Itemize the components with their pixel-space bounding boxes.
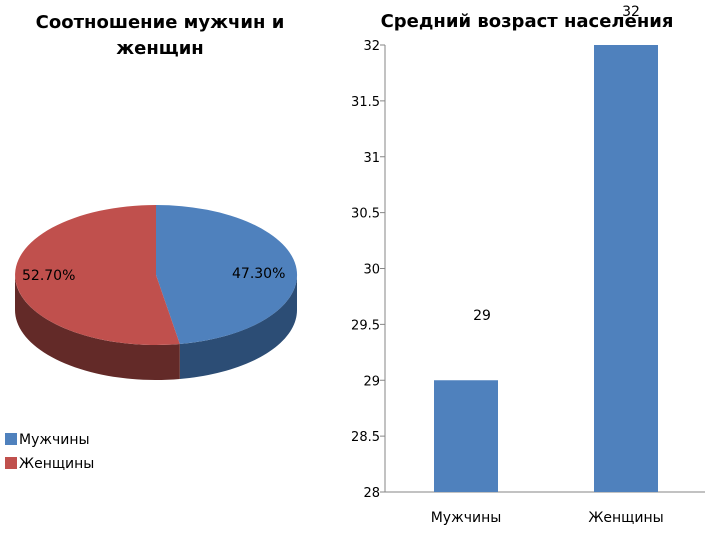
- bar-data-label-men: 29: [473, 308, 491, 324]
- pie-title-line-2: женщин: [116, 38, 204, 59]
- y-tick-label: 30.5: [351, 207, 380, 222]
- bar-chart: Средний возраст населения 28 28.5 29 29.5 30…: [351, 4, 705, 526]
- pie-slice-women: [15, 205, 180, 345]
- legend-swatch-women: [5, 457, 17, 469]
- y-tick-label: 28: [363, 486, 380, 501]
- y-tick-label: 28.5: [351, 430, 380, 445]
- pie-side-women: [15, 275, 180, 380]
- bar-title: Средний возраст населения: [381, 11, 674, 32]
- y-tick-label: 31: [363, 151, 380, 166]
- pie-label-men: 47.30%: [232, 266, 285, 282]
- x-label-men: Мужчины: [431, 510, 502, 526]
- pie-label-women: 52.70%: [22, 268, 75, 284]
- x-label-women: Женщины: [588, 510, 663, 526]
- y-tick-label: 31.5: [351, 95, 380, 110]
- legend-label-women: Женщины: [19, 456, 94, 472]
- y-tick-label: 29.5: [351, 318, 380, 333]
- pie-side-men: [179, 275, 297, 379]
- legend-swatch-men: [5, 433, 17, 445]
- pie-title-line-1: Соотношение мужчин и: [36, 12, 285, 33]
- pie-slice-men: [156, 204, 298, 344]
- bar-data-label-women: 32: [622, 4, 640, 20]
- bar-men: [434, 380, 498, 492]
- y-tick-label: 32: [363, 39, 380, 54]
- y-tick-label: 30: [363, 263, 380, 278]
- pie-chart: Соотношение мужчин и женщин 52.70% 47.30…: [5, 12, 298, 472]
- bar-women: [594, 45, 658, 492]
- legend-label-men: Мужчины: [19, 432, 90, 448]
- y-tick-label: 29: [363, 374, 380, 389]
